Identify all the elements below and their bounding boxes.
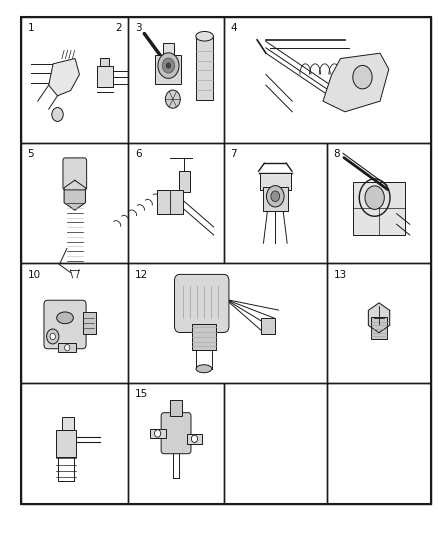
Circle shape: [191, 435, 197, 442]
Bar: [191, 325, 215, 350]
Text: 4: 4: [230, 23, 236, 34]
Bar: [259, 173, 290, 190]
Bar: [56, 430, 76, 457]
FancyBboxPatch shape: [174, 274, 228, 333]
Bar: [58, 343, 76, 352]
Bar: [223, 383, 326, 504]
Text: 8: 8: [333, 149, 339, 159]
Circle shape: [46, 329, 59, 344]
Bar: [21, 143, 128, 263]
Text: 12: 12: [135, 270, 148, 280]
Circle shape: [364, 186, 383, 209]
Bar: [223, 143, 326, 263]
Ellipse shape: [195, 365, 211, 373]
Polygon shape: [322, 53, 388, 112]
Bar: [128, 17, 223, 143]
Bar: [21, 263, 128, 383]
Bar: [155, 55, 180, 84]
Polygon shape: [49, 59, 79, 96]
Bar: [156, 190, 183, 214]
Bar: [128, 263, 326, 383]
Bar: [170, 400, 182, 416]
Text: 3: 3: [135, 23, 141, 34]
Bar: [370, 317, 386, 339]
Text: 5: 5: [28, 149, 34, 159]
Bar: [326, 263, 430, 383]
Bar: [352, 182, 404, 235]
FancyBboxPatch shape: [63, 158, 86, 190]
Text: 2: 2: [115, 23, 122, 34]
Circle shape: [166, 63, 170, 68]
Text: 7: 7: [230, 149, 236, 159]
Bar: [326, 143, 430, 263]
Bar: [195, 36, 213, 100]
Bar: [82, 312, 95, 334]
Bar: [162, 43, 174, 55]
Bar: [100, 58, 109, 66]
Bar: [128, 143, 223, 263]
Bar: [21, 17, 128, 143]
Text: 6: 6: [135, 149, 141, 159]
Polygon shape: [367, 303, 389, 333]
Circle shape: [162, 58, 174, 73]
Bar: [61, 417, 74, 430]
FancyBboxPatch shape: [44, 300, 86, 349]
Bar: [97, 66, 113, 87]
Bar: [262, 187, 287, 211]
Circle shape: [270, 191, 279, 201]
Text: 10: 10: [28, 270, 41, 280]
Bar: [186, 434, 202, 443]
Circle shape: [64, 344, 70, 351]
Circle shape: [165, 90, 180, 108]
Bar: [223, 17, 430, 143]
Polygon shape: [64, 180, 85, 210]
Circle shape: [52, 108, 63, 122]
Text: 1: 1: [28, 23, 34, 34]
Circle shape: [158, 53, 179, 78]
FancyBboxPatch shape: [161, 413, 191, 454]
Text: 15: 15: [135, 390, 148, 399]
Bar: [260, 318, 274, 334]
Bar: [128, 383, 223, 504]
Ellipse shape: [57, 312, 73, 324]
Circle shape: [50, 333, 55, 340]
Bar: [149, 429, 165, 438]
Bar: [326, 383, 430, 504]
Bar: [21, 383, 128, 504]
Circle shape: [352, 66, 371, 89]
Circle shape: [266, 185, 283, 207]
Ellipse shape: [195, 31, 213, 41]
Text: 13: 13: [333, 270, 346, 280]
Circle shape: [154, 430, 160, 437]
Bar: [178, 171, 189, 192]
